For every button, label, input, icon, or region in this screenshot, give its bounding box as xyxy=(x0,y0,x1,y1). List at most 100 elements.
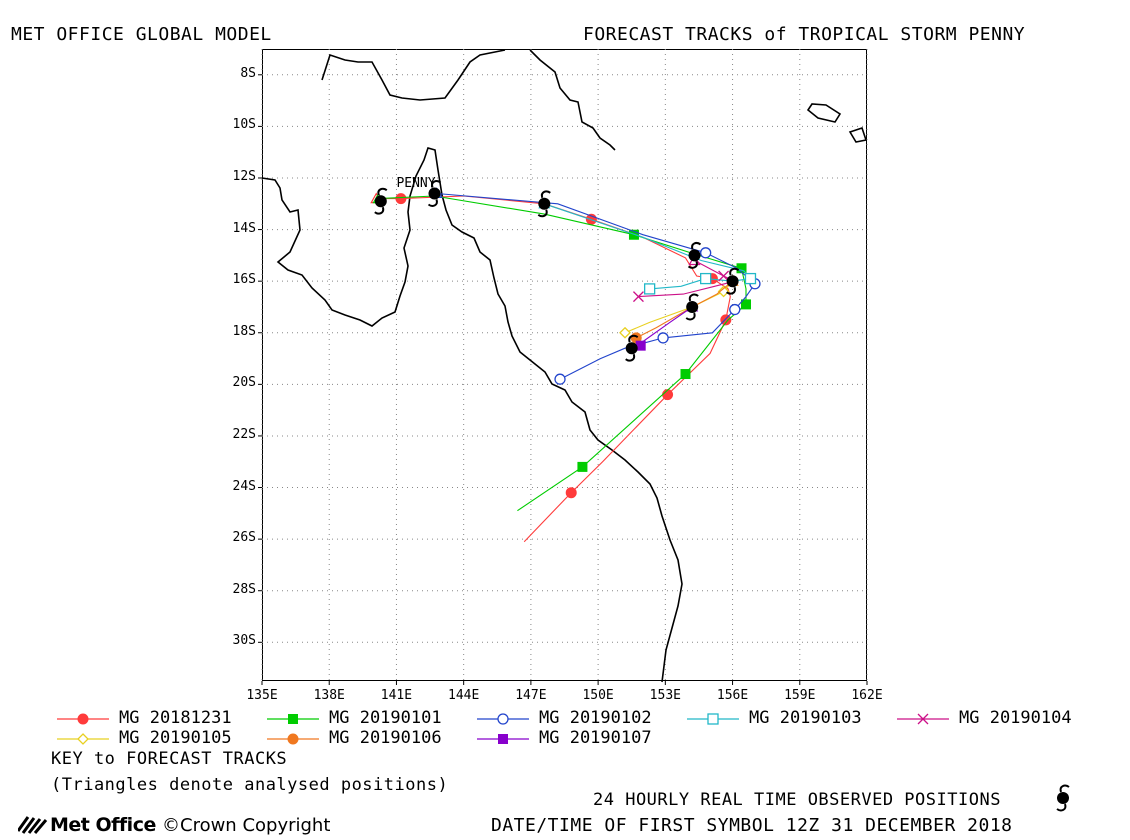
cyclone-symbol-icon xyxy=(537,190,551,218)
track-marker xyxy=(395,193,407,205)
lat-tick-label: 24S xyxy=(232,478,256,494)
key-note: (Triangles denote analysed positions) xyxy=(51,775,449,795)
legend-swatch xyxy=(57,713,109,725)
cyclone-symbol-icon xyxy=(726,267,740,295)
legend-swatch xyxy=(687,713,739,725)
lat-tick-label: 20S xyxy=(232,375,256,391)
coastline-path xyxy=(529,49,616,151)
track-marker xyxy=(662,389,674,401)
lon-tick-label: 162E xyxy=(851,688,883,703)
track-marker xyxy=(680,369,691,380)
track-marker xyxy=(700,247,712,259)
track-line xyxy=(638,260,737,298)
track-marker xyxy=(643,283,656,295)
track-line xyxy=(624,280,734,334)
track-marker xyxy=(657,332,669,344)
track-marker xyxy=(700,272,712,285)
lon-tick-label: 144E xyxy=(448,688,480,703)
lon-tick-label: 159E xyxy=(784,688,816,703)
lon-tick-label: 135E xyxy=(246,688,278,703)
cyclone-symbol-icon xyxy=(1056,784,1070,812)
crown-copyright: ©Crown Copyright xyxy=(162,815,331,836)
cyclone-symbol-icon xyxy=(685,293,699,321)
forecast-track xyxy=(538,197,757,295)
forecast-track xyxy=(430,187,761,385)
observed-positions xyxy=(374,180,740,362)
lat-tick-label: 16S xyxy=(232,272,256,288)
met-office-logo-text: Met Office xyxy=(50,814,156,836)
track-marker xyxy=(554,373,566,385)
track-marker xyxy=(288,714,298,724)
track-marker xyxy=(736,263,747,274)
legend-swatch xyxy=(477,734,529,744)
cyclone-symbol-icon xyxy=(427,180,442,207)
lon-tick-label: 141E xyxy=(380,688,413,703)
model-title: MET OFFICE GLOBAL MODEL xyxy=(11,24,272,45)
key-title: KEY to FORECAST TRACKS xyxy=(51,749,288,769)
observed-positions-label: 24 HOURLY REAL TIME OBSERVED POSITIONS xyxy=(593,790,1001,810)
track-line xyxy=(376,195,731,543)
lat-tick-label: 22S xyxy=(232,426,256,442)
track-marker xyxy=(741,299,751,310)
track-marker xyxy=(577,461,588,472)
track-marker xyxy=(565,487,577,499)
lon-tick-label: 138E xyxy=(313,688,345,703)
forecast-track xyxy=(372,192,751,512)
cyclone-symbol-icon xyxy=(374,187,388,215)
legend-swatch xyxy=(57,733,109,745)
track-marker xyxy=(720,314,732,326)
track-marker xyxy=(744,272,757,285)
track-line xyxy=(544,203,752,290)
track-marker xyxy=(729,303,741,316)
coastline-path xyxy=(321,49,506,101)
legend-label: MG 20181231 xyxy=(119,708,232,728)
first-symbol-datetime: DATE/TIME OF FIRST SYMBOL 12Z 31 DECEMBE… xyxy=(491,815,1013,836)
track-marker xyxy=(287,733,299,745)
track-marker xyxy=(707,713,719,725)
track-marker xyxy=(619,326,631,339)
met-office-stripes-icon xyxy=(16,816,48,834)
legend-swatch xyxy=(267,733,319,745)
lon-tick-label: 156E xyxy=(716,688,749,703)
track-marker xyxy=(498,734,508,744)
lon-tick-label: 150E xyxy=(582,688,614,703)
legend-label: MG 20190105 xyxy=(119,728,232,748)
lat-tick-label: 30S xyxy=(232,633,256,649)
met-office-logo xyxy=(16,815,48,839)
track-marker xyxy=(77,713,89,725)
legend-swatch xyxy=(897,713,949,725)
track-marker xyxy=(497,713,509,725)
track-line xyxy=(378,195,747,512)
cyclone-symbol-icon xyxy=(625,334,639,362)
lat-tick-label: 12S xyxy=(232,168,256,184)
track-marker xyxy=(632,291,644,303)
legend-label: MG 20190101 xyxy=(329,708,442,728)
lat-tick-label: 28S xyxy=(232,581,256,597)
track-marker xyxy=(917,713,929,725)
lat-tick-label: 14S xyxy=(232,220,256,236)
lat-tick-label: 18S xyxy=(232,323,256,339)
storm-name-label: PENNY xyxy=(396,176,435,191)
grid xyxy=(261,49,868,681)
coastline-path xyxy=(848,126,868,143)
coastline-path xyxy=(261,147,683,683)
legend-label: MG 20190104 xyxy=(959,708,1072,728)
forecast-track xyxy=(632,254,737,303)
legend-swatch xyxy=(267,714,319,724)
lon-tick-label: 147E xyxy=(515,688,547,703)
track-line xyxy=(436,192,756,380)
lon-tick-label: 153E xyxy=(649,688,681,703)
track-marker xyxy=(635,340,646,351)
map-panel xyxy=(262,49,867,681)
cyclone-symbol-icon xyxy=(687,242,702,269)
forecast-track xyxy=(370,192,732,543)
legend-label: MG 20190106 xyxy=(329,728,442,748)
coastline-path xyxy=(806,103,842,123)
legend-swatch xyxy=(477,713,529,725)
track-marker xyxy=(77,733,89,745)
lat-tick-label: 26S xyxy=(232,530,256,546)
legend-label: MG 20190103 xyxy=(749,708,862,728)
lat-tick-label: 8S xyxy=(240,65,256,81)
coastline xyxy=(261,49,868,683)
lat-tick-label: 10S xyxy=(232,117,256,133)
